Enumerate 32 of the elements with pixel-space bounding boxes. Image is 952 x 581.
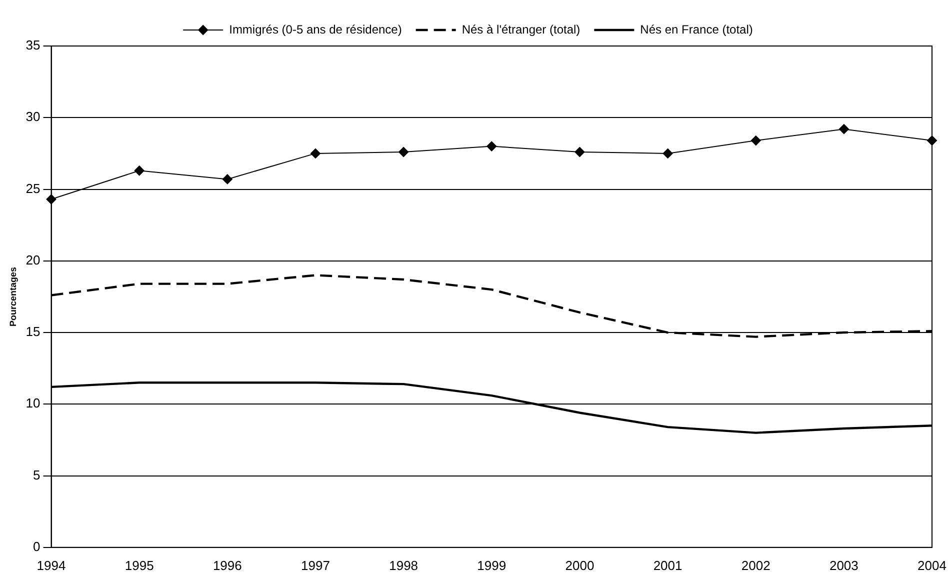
x-tick-label: 2000 — [565, 558, 594, 573]
y-tick-label: 25 — [26, 180, 40, 196]
x-tick-label: 2003 — [829, 558, 858, 573]
legend-label: Nés en France (total) — [640, 22, 753, 36]
x-tick-label: 1994 — [36, 558, 66, 573]
y-tick-label: 5 — [33, 467, 40, 482]
point — [838, 124, 849, 134]
x-tick-label: 1998 — [389, 558, 418, 573]
point — [574, 147, 585, 158]
y-tick-label: 15 — [26, 324, 40, 340]
x-tick-label: 1999 — [477, 558, 506, 573]
y-tick-label: 30 — [26, 109, 40, 124]
x-tick-label: 1997 — [301, 558, 330, 573]
point — [310, 148, 320, 158]
point — [398, 147, 409, 158]
legend-label: Immigrés (0-5 ans de résidence) — [229, 22, 402, 36]
y-tick-label: 10 — [26, 396, 40, 411]
x-tick-label: 2004 — [918, 558, 946, 573]
point — [750, 136, 761, 146]
y-axis-title: Pourcentages — [8, 266, 18, 326]
x-tick-label: 1995 — [124, 558, 154, 573]
legend-label: Nés à l'étranger (total) — [462, 22, 580, 36]
x-tick-label: 1996 — [212, 558, 242, 573]
y-tick-label: 20 — [26, 252, 40, 268]
point — [222, 174, 232, 184]
point — [662, 148, 673, 158]
x-tick-label: 2001 — [653, 558, 682, 573]
point — [486, 141, 497, 152]
y-tick-label: 35 — [26, 38, 40, 53]
point — [134, 166, 144, 176]
y-tick-label: 0 — [33, 538, 40, 554]
x-tick-label: 2002 — [741, 558, 770, 573]
